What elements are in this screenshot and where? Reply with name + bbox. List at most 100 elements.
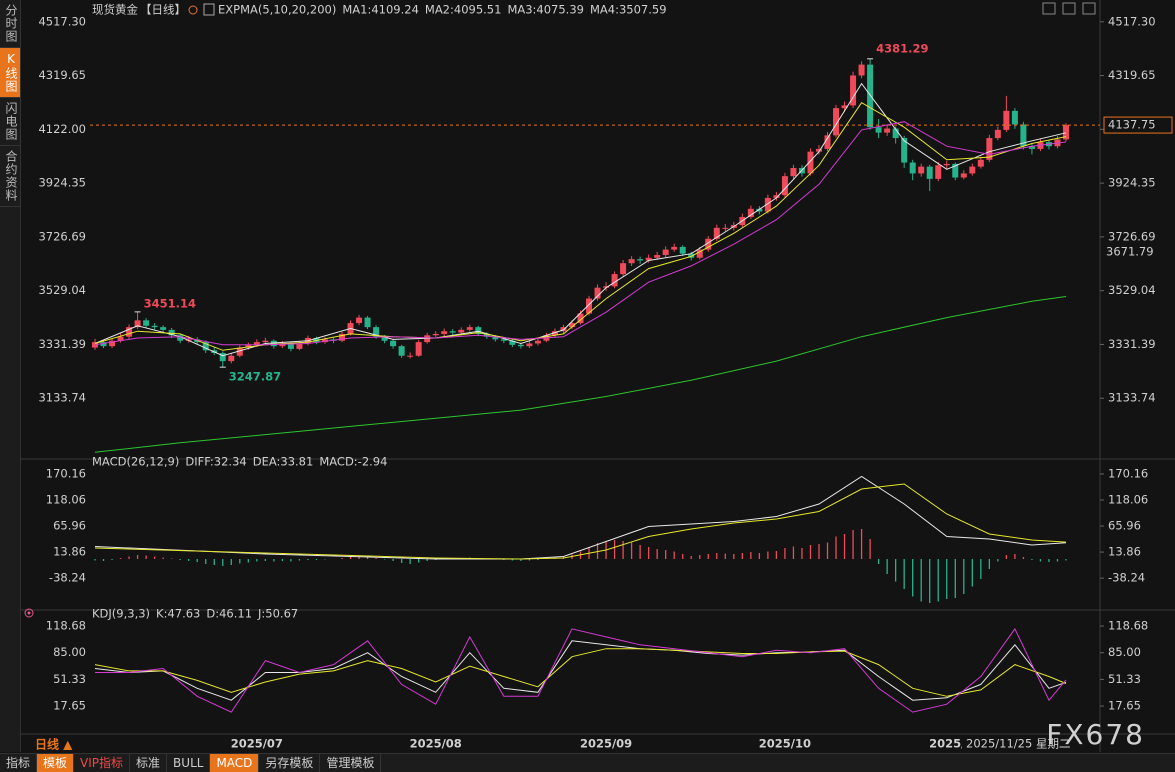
series-line (94, 640, 1067, 701)
candle-body (926, 166, 933, 179)
candle-body (603, 286, 610, 288)
y-tick-label: 3331.39 (1108, 337, 1156, 351)
bottom-tabs: 指标 模板 VIP指标 标准 BULL MACD 另存模板 管理模板 (0, 753, 1175, 772)
y-tick-label-left: 85.00 (53, 645, 86, 659)
candle-body (1028, 146, 1035, 149)
price-box (1103, 116, 1173, 134)
legend-entry: DEA:33.81 (253, 455, 314, 469)
candle-body (671, 246, 678, 250)
candle-body (356, 317, 363, 324)
candle-body (892, 128, 899, 139)
legend-entry: K:47.63 (156, 607, 200, 621)
y-tick-label: 13.86 (1108, 545, 1141, 559)
bottom-tab[interactable]: VIP指标 (74, 754, 131, 772)
candle-body (594, 287, 601, 299)
candle-body (253, 342, 260, 345)
icon (27, 611, 31, 615)
chart-title: 现货黄金 (92, 3, 138, 17)
y-tick-label-left: 3133.74 (38, 391, 86, 405)
chart: 4381.29 3451.14 3247.87 日线 ▲ 4517.30 4517… (20, 0, 1175, 752)
candle-body (245, 344, 252, 348)
x-tick-label: 2025/08 (410, 737, 462, 751)
candle-body (219, 352, 226, 362)
bottom-tab[interactable]: MACD (210, 754, 260, 772)
candle-body (492, 336, 499, 340)
series-line (94, 475, 1067, 560)
candle-body (662, 249, 669, 256)
candle-body (679, 246, 686, 254)
y-tick-label-left: 3529.04 (38, 283, 86, 297)
sidebar: 分时图 K线图 闪电图 合约资料 (0, 0, 21, 752)
y-tick-label-left: 65.96 (53, 519, 86, 533)
y-tick-label: 3924.35 (1108, 176, 1156, 190)
legend-entry: DIFF:32.34 (185, 455, 246, 469)
y-tick-label: 3133.74 (1108, 391, 1156, 405)
bottom-tab[interactable]: BULL (167, 754, 211, 772)
sidebar-tab[interactable]: 合约资料 (0, 146, 20, 207)
candle-body (551, 331, 558, 336)
y-tick-label-left: 170.16 (46, 466, 86, 480)
candle-body (415, 342, 422, 356)
candle-body (126, 327, 133, 337)
series-line (95, 627, 1067, 713)
candle-body (339, 333, 346, 341)
candle-body (364, 317, 371, 328)
candle-body (884, 128, 891, 133)
candle-body (441, 331, 448, 334)
bottom-tab[interactable]: 管理模板 (320, 754, 382, 772)
sidebar-tab[interactable]: 闪电图 (0, 98, 20, 146)
candle-body (909, 162, 916, 174)
watermark: FX678 (1046, 718, 1145, 751)
legend-entry: KDJ(9,3,3) (92, 607, 150, 621)
candle-body (407, 355, 414, 357)
legend-entry: D:46.11 (206, 607, 252, 621)
sidebar-tab[interactable]: 分时图 (0, 0, 20, 48)
x-tick-label: 2025/07 (231, 737, 283, 751)
candle-body (935, 165, 942, 179)
candle-body (960, 173, 967, 178)
sidebar-tab[interactable]: K线图 (0, 48, 20, 98)
candle-body (432, 333, 439, 336)
candle-body (645, 257, 652, 261)
legend-entry: MA2:4095.51 (425, 3, 502, 17)
y-tick-label-left: 3331.39 (38, 337, 86, 351)
bottom-tab[interactable]: 另存模板 (259, 754, 321, 772)
candle-body (824, 135, 831, 149)
high-label: 3451.14 (144, 296, 196, 310)
y-tick-label-left: 51.33 (53, 672, 86, 686)
candle-body (637, 259, 644, 261)
series-line (94, 483, 1067, 560)
y-tick-label: 118.68 (1108, 619, 1148, 633)
y-tick-label: 3726.69 (1108, 229, 1156, 243)
candle-body (875, 127, 882, 133)
period-button[interactable]: 日线 ▲ (35, 737, 73, 752)
bottom-tab[interactable]: 模板 (37, 754, 75, 772)
icon (188, 5, 198, 15)
candle-body (952, 163, 959, 178)
candle-body (262, 340, 269, 343)
candle-body (688, 253, 695, 258)
candle-body (168, 329, 175, 336)
candle-body (696, 249, 703, 258)
y-tick-label-left: 3924.35 (38, 176, 86, 190)
y-tick-label-left: 17.65 (53, 699, 86, 713)
candle-body (611, 274, 618, 287)
candle-body (841, 105, 848, 109)
candle-body (807, 151, 814, 174)
candle-body (994, 129, 1001, 139)
y-tick-label-left: -38.24 (49, 571, 86, 585)
icon (24, 608, 34, 618)
y-tick-label: 65.96 (1108, 519, 1141, 533)
price-marker: 3671.79 (1106, 244, 1154, 258)
bottom-tab[interactable]: 标准 (130, 754, 168, 772)
candle-body (202, 342, 209, 351)
candle-body (279, 343, 286, 347)
candle-body (977, 159, 984, 167)
series-line (94, 102, 1067, 351)
candle-body (790, 167, 797, 177)
candle-body (517, 344, 524, 347)
candle-body (296, 343, 303, 349)
low-label: 3247.87 (229, 370, 281, 384)
bottom-tab[interactable]: 指标 (0, 754, 38, 772)
